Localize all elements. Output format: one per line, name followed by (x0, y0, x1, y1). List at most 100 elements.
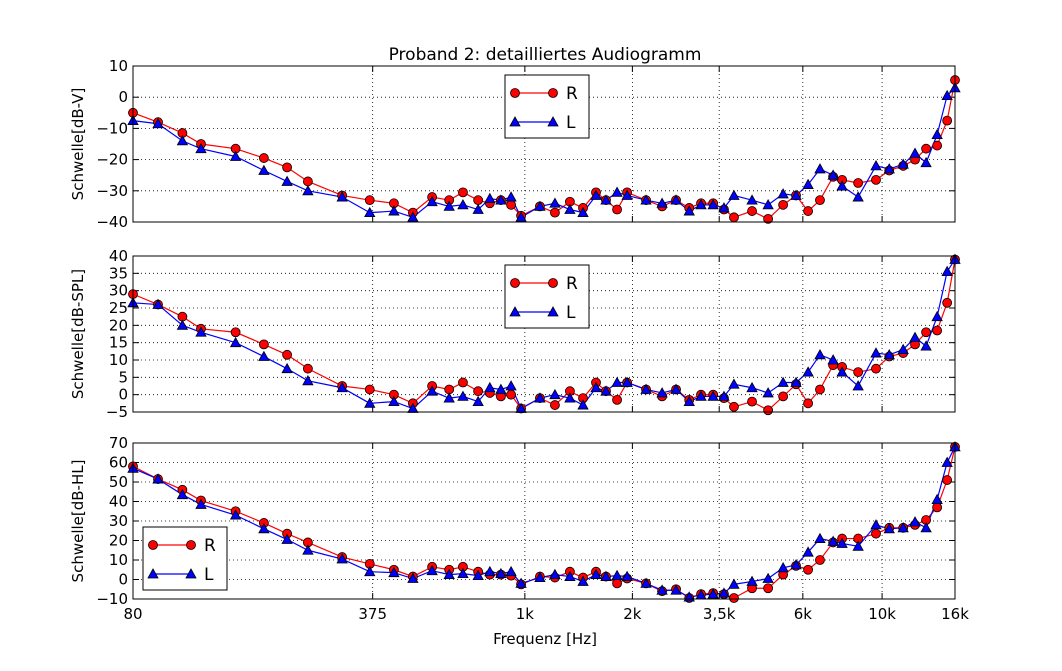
marker (932, 325, 943, 336)
marker (443, 200, 455, 211)
marker (870, 347, 882, 358)
marker (746, 381, 758, 393)
marker (258, 164, 270, 175)
marker (656, 584, 668, 595)
marker (515, 577, 527, 588)
marker (509, 116, 521, 127)
marker (443, 568, 455, 580)
marker (897, 158, 909, 169)
marker (883, 522, 895, 534)
marker (147, 568, 159, 579)
marker (506, 389, 516, 400)
marker (746, 575, 758, 586)
marker (515, 211, 527, 222)
y-tick-label: 10 (109, 57, 128, 75)
marker (281, 533, 293, 544)
y-tick-label: 0 (118, 88, 128, 106)
marker (909, 516, 921, 527)
marker (871, 528, 881, 539)
marker (802, 178, 814, 189)
marker (611, 376, 623, 387)
marker (302, 544, 314, 555)
marker (931, 310, 943, 322)
marker (302, 184, 314, 196)
marker (921, 327, 931, 338)
marker (942, 475, 953, 485)
marker (802, 546, 814, 557)
marker (621, 189, 633, 200)
marker (670, 383, 682, 394)
marker (550, 207, 560, 218)
marker (577, 575, 589, 586)
marker (547, 306, 559, 317)
marker (640, 383, 652, 394)
marker (388, 205, 400, 216)
marker (670, 194, 682, 205)
marker (729, 401, 739, 412)
y-tick-label: 30 (109, 512, 128, 530)
y-axis-label: Schwelle[dB-HL] (69, 460, 87, 583)
marker (457, 390, 469, 401)
marker (814, 532, 826, 543)
marker (495, 567, 507, 579)
marker (564, 392, 576, 403)
marker (718, 202, 730, 213)
marker (515, 402, 527, 413)
marker (718, 587, 730, 598)
marker (473, 195, 484, 206)
marker (942, 297, 953, 308)
marker (762, 387, 774, 398)
legend-box (504, 264, 590, 329)
y-tick-label: 15 (109, 334, 128, 352)
marker (549, 568, 561, 580)
marker (941, 456, 953, 467)
marker (852, 380, 864, 391)
chart-title: Proband 2: detailliertes Audiogramm (389, 45, 702, 65)
marker (827, 535, 839, 546)
marker (728, 378, 740, 389)
marker (230, 327, 241, 338)
marker (229, 336, 242, 348)
marker (777, 376, 789, 387)
y-tick-label: −30 (96, 182, 128, 200)
marker (258, 350, 270, 361)
marker (852, 191, 864, 202)
marker (815, 384, 825, 395)
marker (883, 348, 895, 360)
marker (152, 117, 164, 129)
marker (762, 199, 774, 210)
x-axis-label: Frequenz [Hz] (493, 630, 597, 648)
marker (683, 395, 695, 407)
marker (941, 89, 953, 101)
marker (777, 561, 789, 573)
y-tick-label: 20 (109, 316, 128, 334)
legend-label: R (566, 84, 578, 104)
marker (548, 88, 558, 98)
x-tick-label: 16k (941, 605, 969, 623)
y-tick-label: −5 (106, 403, 128, 421)
marker (443, 392, 455, 403)
marker (932, 502, 943, 513)
marker (763, 405, 774, 416)
marker (407, 211, 419, 222)
marker (763, 213, 774, 224)
marker (303, 176, 313, 187)
marker (827, 354, 839, 365)
marker (229, 509, 242, 520)
marker (656, 197, 668, 208)
marker (728, 578, 740, 589)
marker (746, 194, 758, 205)
marker (510, 88, 520, 98)
marker (564, 203, 576, 214)
marker (612, 578, 622, 589)
marker (534, 392, 546, 403)
plot-frame (132, 442, 956, 600)
marker (364, 195, 375, 206)
marker (803, 206, 813, 216)
marker (670, 584, 682, 595)
marker (195, 326, 207, 337)
marker (853, 367, 864, 378)
y-tick-label: 10 (109, 351, 128, 369)
